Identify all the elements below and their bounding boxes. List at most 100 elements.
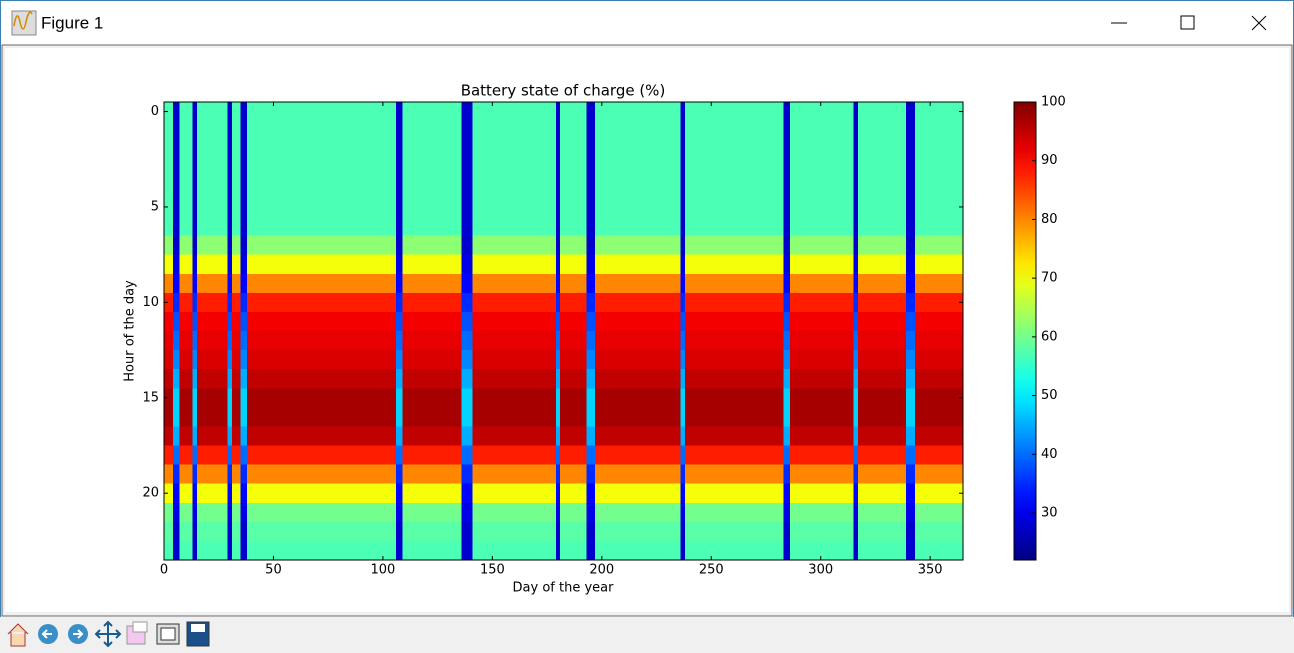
heat-cell bbox=[555, 331, 561, 351]
heat-cell bbox=[396, 521, 404, 542]
save-button[interactable] bbox=[186, 621, 210, 647]
close-button[interactable] bbox=[1251, 15, 1267, 31]
colorbar-tick-label: 30 bbox=[1041, 506, 1058, 521]
heat-cell bbox=[179, 102, 193, 122]
heat-cell bbox=[172, 502, 180, 523]
heat-cell bbox=[680, 388, 686, 408]
heat-cell bbox=[172, 235, 180, 256]
heat-cell bbox=[586, 254, 596, 275]
heat-cell bbox=[240, 311, 248, 332]
heat-cell bbox=[595, 483, 682, 504]
heat-cell bbox=[586, 159, 596, 179]
heat-cell bbox=[179, 521, 193, 542]
heat-cell bbox=[684, 407, 784, 427]
back-button[interactable] bbox=[38, 624, 58, 644]
heat-cell bbox=[555, 121, 561, 141]
heat-cell bbox=[914, 121, 964, 141]
heat-cell bbox=[560, 197, 587, 217]
colorbar-tick-label: 50 bbox=[1041, 388, 1058, 403]
heat-cell bbox=[402, 464, 463, 485]
heat-cell bbox=[472, 121, 557, 141]
heat-cell bbox=[906, 140, 916, 160]
heat-cell bbox=[247, 502, 397, 523]
heat-cell bbox=[857, 350, 907, 370]
heat-cell bbox=[240, 197, 248, 217]
heat-cell bbox=[396, 178, 404, 198]
heat-cell bbox=[684, 540, 784, 561]
heat-cell bbox=[790, 254, 854, 275]
heat-cell bbox=[227, 292, 233, 313]
heat-cell bbox=[164, 464, 174, 485]
heat-cell bbox=[231, 502, 242, 523]
heat-cell bbox=[196, 350, 228, 370]
heat-cell bbox=[461, 540, 474, 561]
heat-cell bbox=[231, 388, 242, 408]
heat-cell bbox=[857, 464, 907, 485]
maximize-button[interactable] bbox=[1180, 15, 1195, 30]
heat-cell bbox=[680, 426, 686, 446]
heat-cell bbox=[196, 102, 228, 122]
heat-cell bbox=[853, 331, 859, 351]
heat-cell bbox=[247, 407, 397, 427]
heat-cell bbox=[560, 311, 587, 332]
home-button[interactable] bbox=[5, 620, 31, 648]
heat-cell bbox=[402, 369, 463, 389]
heat-cell bbox=[586, 445, 596, 465]
heat-cell bbox=[472, 140, 557, 160]
heat-cell bbox=[402, 311, 463, 332]
heat-cell bbox=[906, 369, 916, 389]
heat-cell bbox=[783, 216, 791, 236]
heat-cell bbox=[790, 235, 854, 256]
heat-cell bbox=[247, 159, 397, 179]
heat-cell bbox=[192, 502, 198, 523]
heat-cell bbox=[231, 140, 242, 160]
heat-cell bbox=[790, 102, 854, 122]
pan-button[interactable] bbox=[94, 620, 122, 648]
colorbar-tick-label: 40 bbox=[1041, 447, 1058, 462]
y-tick-label: 15 bbox=[142, 390, 159, 405]
forward-button[interactable] bbox=[68, 624, 88, 644]
heat-cell bbox=[192, 159, 198, 179]
heat-cell bbox=[914, 502, 964, 523]
heat-cell bbox=[472, 235, 557, 256]
heat-cell bbox=[227, 426, 233, 446]
heat-cell bbox=[179, 445, 193, 465]
heat-cell bbox=[853, 483, 859, 504]
heat-cell bbox=[396, 197, 404, 217]
heat-cell bbox=[790, 445, 854, 465]
heat-cell bbox=[595, 140, 682, 160]
heat-cell bbox=[247, 121, 397, 141]
heat-cell bbox=[164, 426, 174, 446]
heat-cell bbox=[680, 216, 686, 236]
heat-cell bbox=[790, 464, 854, 485]
heat-cell bbox=[595, 102, 682, 122]
heat-cell bbox=[914, 388, 964, 408]
heat-cell bbox=[164, 178, 174, 198]
heat-cell bbox=[595, 521, 682, 542]
heat-cell bbox=[402, 292, 463, 313]
heat-cell bbox=[853, 235, 859, 256]
heat-cell bbox=[396, 426, 404, 446]
heat-cell bbox=[680, 464, 686, 485]
heat-cell bbox=[396, 273, 404, 294]
heat-cell bbox=[192, 178, 198, 198]
heat-cell bbox=[586, 331, 596, 351]
heat-cell bbox=[402, 216, 463, 236]
zoom-button[interactable] bbox=[126, 621, 148, 645]
heat-cell bbox=[790, 331, 854, 351]
heat-cell bbox=[172, 445, 180, 465]
heat-cell bbox=[240, 159, 248, 179]
heat-cell bbox=[402, 521, 463, 542]
heat-cell bbox=[247, 369, 397, 389]
heat-cell bbox=[196, 426, 228, 446]
heat-cell bbox=[247, 388, 397, 408]
heat-cell bbox=[853, 388, 859, 408]
heat-cell bbox=[164, 197, 174, 217]
heat-cell bbox=[472, 102, 557, 122]
heat-cell bbox=[595, 178, 682, 198]
heat-cell bbox=[684, 102, 784, 122]
heat-cell bbox=[555, 292, 561, 313]
heat-cell bbox=[906, 407, 916, 427]
heat-cell bbox=[684, 254, 784, 275]
subplots-button[interactable] bbox=[156, 623, 180, 645]
